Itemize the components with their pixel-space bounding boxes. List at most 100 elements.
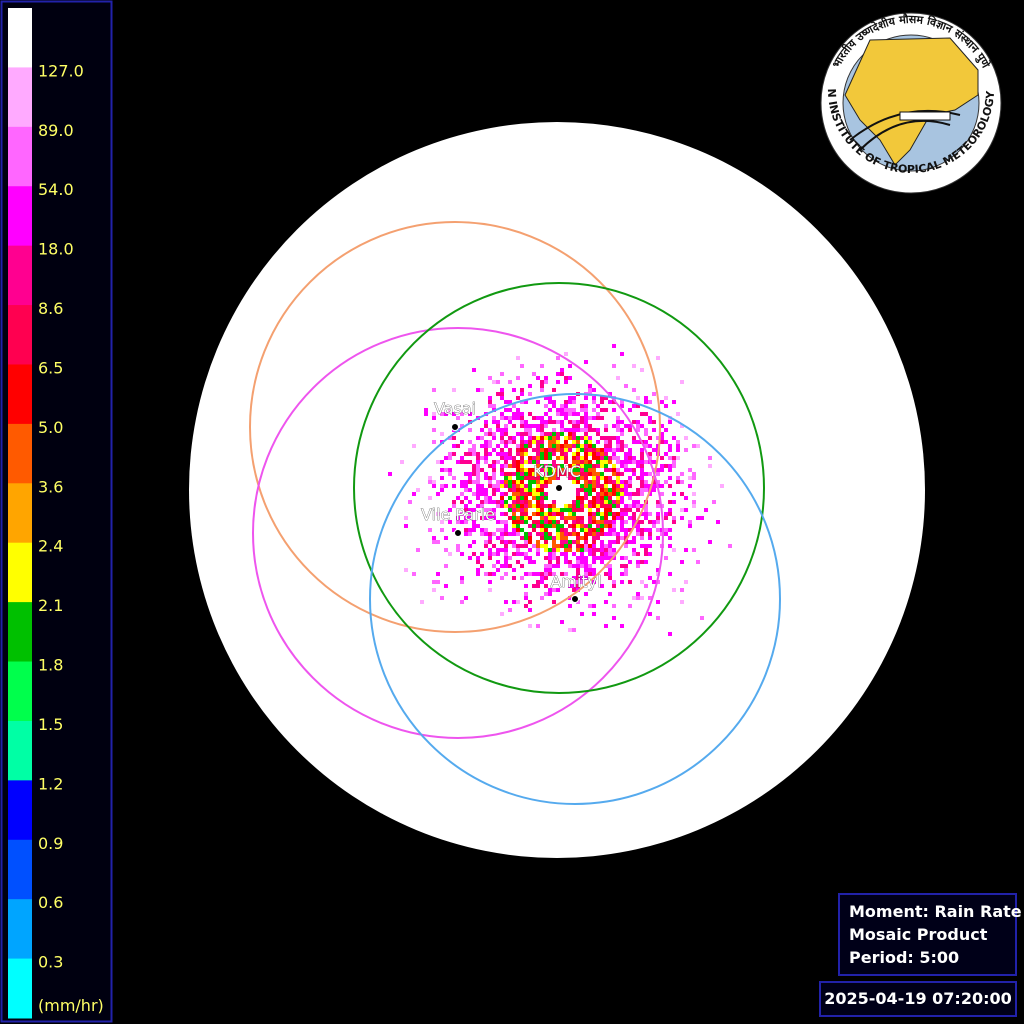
rain-cell bbox=[584, 576, 588, 580]
rain-cell bbox=[472, 368, 476, 372]
rain-cell bbox=[612, 456, 616, 460]
rain-cell bbox=[628, 452, 632, 456]
rain-cell bbox=[660, 464, 664, 468]
rain-cell bbox=[616, 468, 620, 472]
rain-cell bbox=[600, 584, 604, 588]
rain-cell bbox=[484, 444, 488, 448]
rain-cell bbox=[612, 400, 616, 404]
rain-cell bbox=[468, 556, 472, 560]
rain-cell bbox=[556, 440, 560, 444]
rain-cell bbox=[632, 520, 636, 524]
rain-cell bbox=[528, 444, 532, 448]
rain-cell bbox=[592, 400, 596, 404]
rain-cell bbox=[460, 552, 464, 556]
info-box bbox=[838, 893, 1017, 976]
radar-ring bbox=[249, 221, 661, 633]
rain-cell bbox=[532, 424, 536, 428]
rain-cell bbox=[572, 412, 576, 416]
rain-cell bbox=[568, 628, 572, 632]
rain-cell bbox=[624, 556, 628, 560]
rain-cell bbox=[548, 400, 552, 404]
rain-cell bbox=[612, 424, 616, 428]
rain-cell bbox=[516, 464, 520, 468]
rain-cell bbox=[460, 480, 464, 484]
rain-cell bbox=[476, 388, 480, 392]
rain-cell bbox=[612, 552, 616, 556]
rain-cell bbox=[468, 472, 472, 476]
rain-cell bbox=[552, 484, 556, 488]
rain-cell bbox=[648, 528, 652, 532]
rain-cell bbox=[668, 448, 672, 452]
rain-cell bbox=[556, 500, 560, 504]
rain-cell bbox=[568, 512, 572, 516]
rain-cell bbox=[468, 500, 472, 504]
rain-cell bbox=[544, 516, 548, 520]
rain-cell bbox=[524, 428, 528, 432]
rain-cell bbox=[472, 448, 476, 452]
rain-cell bbox=[536, 532, 540, 536]
rain-cell bbox=[640, 520, 644, 524]
rain-cell bbox=[672, 456, 676, 460]
rain-cell bbox=[440, 520, 444, 524]
rain-cell bbox=[632, 540, 636, 544]
rain-cell bbox=[552, 516, 556, 520]
rain-cell bbox=[464, 488, 468, 492]
rain-cell bbox=[676, 480, 680, 484]
rain-cell bbox=[500, 512, 504, 516]
rain-cell bbox=[560, 444, 564, 448]
rain-cell bbox=[500, 448, 504, 452]
rain-cell bbox=[676, 448, 680, 452]
rain-cell bbox=[636, 508, 640, 512]
rain-cell bbox=[516, 452, 520, 456]
rain-cell bbox=[616, 472, 620, 476]
rain-cell bbox=[524, 532, 528, 536]
rain-cell bbox=[576, 548, 580, 552]
rain-cell bbox=[564, 488, 568, 492]
rain-cell bbox=[520, 364, 524, 368]
rain-cell bbox=[644, 488, 648, 492]
rain-cell bbox=[544, 544, 548, 548]
rain-cell bbox=[612, 616, 616, 620]
rain-cell bbox=[512, 440, 516, 444]
rain-cell bbox=[608, 448, 612, 452]
rain-cell bbox=[456, 516, 460, 520]
rain-cell bbox=[588, 520, 592, 524]
rain-cell bbox=[644, 428, 648, 432]
rain-cell bbox=[672, 436, 676, 440]
rain-cell bbox=[492, 484, 496, 488]
rain-cell bbox=[444, 412, 448, 416]
rain-cell bbox=[476, 488, 480, 492]
rain-cell bbox=[592, 480, 596, 484]
rain-cell bbox=[572, 528, 576, 532]
rain-cell bbox=[496, 552, 500, 556]
rain-cell bbox=[640, 472, 644, 476]
rain-cell bbox=[600, 524, 604, 528]
rain-cell bbox=[528, 384, 532, 388]
rain-cell bbox=[592, 572, 596, 576]
rain-cell bbox=[424, 412, 428, 416]
rain-cell bbox=[496, 428, 500, 432]
rain-cell bbox=[592, 448, 596, 452]
station-label: Vile Parle bbox=[421, 505, 495, 524]
rain-cell bbox=[616, 428, 620, 432]
rain-cell bbox=[608, 460, 612, 464]
rain-cell bbox=[500, 416, 504, 420]
rain-cell bbox=[592, 496, 596, 500]
rain-cell bbox=[588, 452, 592, 456]
rain-cell bbox=[484, 492, 488, 496]
rain-cell bbox=[652, 484, 656, 488]
rain-cell bbox=[624, 484, 628, 488]
rain-cell bbox=[656, 472, 660, 476]
rain-cell bbox=[484, 496, 488, 500]
rain-cell bbox=[548, 592, 552, 596]
rain-cell bbox=[580, 544, 584, 548]
rain-cell bbox=[568, 476, 572, 480]
rain-cell bbox=[588, 448, 592, 452]
rain-cell bbox=[572, 540, 576, 544]
rain-cell bbox=[508, 436, 512, 440]
rain-cell bbox=[608, 540, 612, 544]
rain-cell bbox=[496, 548, 500, 552]
rain-cell bbox=[472, 472, 476, 476]
rain-cell bbox=[596, 480, 600, 484]
rain-cell bbox=[500, 412, 504, 416]
